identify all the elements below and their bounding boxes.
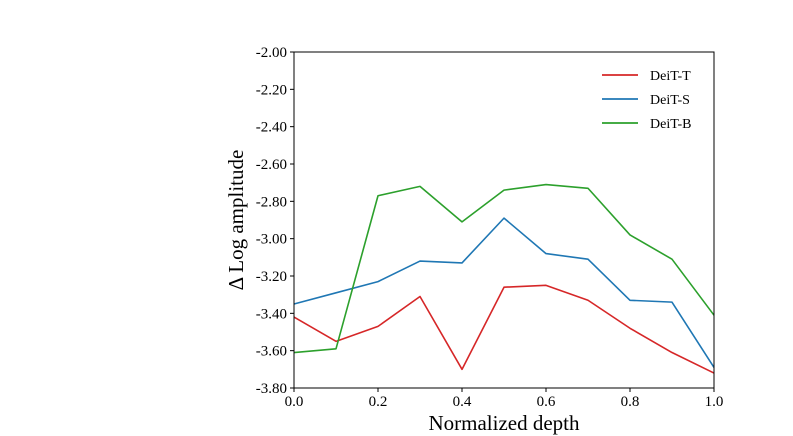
y-axis-title: Δ Log amplitude	[224, 150, 248, 291]
x-axis-title: Normalized depth	[428, 411, 580, 435]
y-axis-ticks: -2.00 -2.20 -2.40 -2.60 -2.80 -3.00 -3.20 -3.40…	[256, 45, 294, 397]
series-line-deit-s	[293, 217, 715, 368]
legend-label-deit-t: DeiT-T	[650, 69, 691, 84]
series-line-deit-t	[293, 284, 715, 374]
y-tick-label: -2.80	[256, 194, 287, 210]
plot-area-frame	[293, 51, 715, 389]
y-tick-label: -2.20	[256, 82, 287, 98]
x-tick-label: 0.6	[537, 394, 556, 410]
series-lines	[293, 183, 715, 374]
legend-label-deit-s: DeiT-S	[650, 93, 690, 108]
y-tick-label: -2.40	[256, 120, 287, 136]
legend: DeiT-T DeiT-S DeiT-B	[602, 69, 691, 132]
x-tick-label: 0.4	[453, 394, 472, 410]
series-line-deit-b	[293, 183, 715, 354]
y-tick-label: -3.20	[256, 269, 287, 285]
x-tick-label: 0.2	[369, 394, 388, 410]
y-tick-label: -3.40	[256, 306, 287, 322]
x-tick-label: 0.8	[621, 394, 640, 410]
y-tick-label: -3.00	[256, 232, 287, 248]
x-tick-label: 0.0	[285, 394, 304, 410]
y-tick-label: -3.80	[256, 381, 287, 397]
legend-label-deit-b: DeiT-B	[650, 117, 691, 132]
y-tick-label: -2.60	[256, 157, 287, 173]
y-tick-label: -2.00	[256, 45, 287, 61]
x-axis-ticks: 0.0 0.2 0.4 0.6 0.8 1.0	[285, 388, 724, 410]
x-tick-label: 1.0	[705, 394, 724, 410]
y-tick-label: -3.60	[256, 344, 287, 360]
